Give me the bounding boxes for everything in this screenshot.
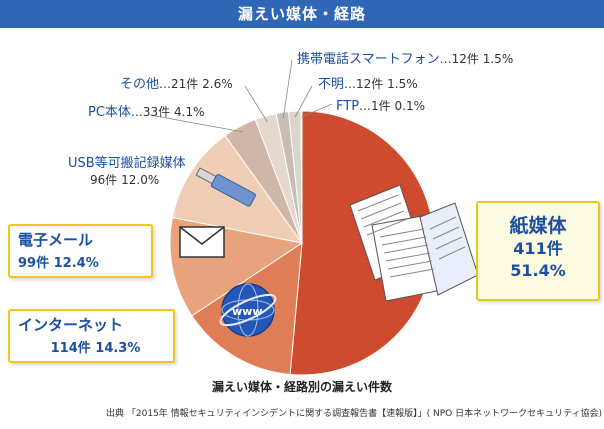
label-paper-count: 411件 — [513, 239, 563, 258]
label-other-percent: 2.6% — [202, 77, 233, 91]
label-paper-percent: 51.4% — [510, 261, 566, 280]
label-internet: インターネット 114件 14.3% — [8, 309, 175, 363]
label-ftp: FTP…1件 0.1% — [336, 99, 426, 114]
label-ftp-name: FTP — [336, 99, 360, 114]
label-internet-value: 114件 14.3% — [18, 337, 173, 356]
label-usb: USB等可搬記録媒体 96件 12.0% — [68, 152, 186, 188]
label-other-name: その他 — [120, 77, 160, 92]
label-email: 電子メール 99件 12.4% — [8, 224, 153, 278]
label-email-count: 99件 — [18, 256, 50, 271]
label-unknown-percent: 1.5% — [387, 77, 418, 91]
label-mobile: 携帯電話スマートフォン…12件 1.5% — [297, 52, 514, 67]
label-internet-name: インターネット — [18, 316, 124, 334]
label-mobile-percent: 1.5% — [482, 52, 514, 66]
leader-line-7 — [294, 85, 313, 118]
label-email-percent: 12.4% — [53, 256, 99, 271]
label-paper: 紙媒体 411件 51.4% — [476, 201, 600, 301]
leader-line-6 — [282, 59, 293, 119]
label-internet-percent: 14.3% — [95, 341, 141, 356]
leader-lines — [149, 59, 333, 133]
label-unknown-name: 不明 — [318, 77, 345, 92]
source-citation: 出典 「2015年 情報セキュリティインシデントに関する調査報告書【速報版】」(… — [106, 409, 603, 419]
leader-line-5 — [244, 85, 268, 123]
label-pc-percent: 4.1% — [174, 105, 205, 119]
label-usb-percent: 12.0% — [121, 173, 160, 187]
leader-line-8 — [301, 103, 333, 118]
label-other: その他…21件 2.6% — [120, 77, 233, 92]
label-pc-name: PC本体 — [88, 105, 131, 120]
leader-line-4 — [149, 114, 243, 133]
label-unknown-count: 12件 — [356, 77, 384, 91]
label-usb-count: 96件 — [90, 173, 118, 187]
label-other-count: 21件 — [171, 77, 199, 91]
label-ftp-percent: 0.1% — [394, 99, 426, 113]
label-mobile-name: 携帯電話スマートフォン — [297, 52, 440, 67]
document-icon — [349, 184, 479, 302]
label-email-value: 99件 12.4% — [18, 252, 151, 271]
globe-icon: www — [219, 283, 277, 337]
label-paper-name: 紙媒体 — [509, 215, 567, 237]
label-usb-name: USB等可搬記録媒体 — [68, 156, 186, 171]
label-usb-value: 96件 12.0% — [90, 171, 186, 188]
chart-title: 漏えい媒体・経路別の漏えい件数 — [211, 380, 392, 394]
label-mobile-count: 12件 — [451, 52, 479, 66]
label-email-name: 電子メール — [18, 231, 94, 249]
pie-slice-8 — [300, 110, 303, 244]
svg-text:www: www — [232, 305, 263, 318]
label-pc: PC本体…33件 4.1% — [88, 105, 205, 120]
label-pc-count: 33件 — [142, 105, 171, 119]
label-internet-count: 114件 — [50, 341, 91, 356]
label-ftp-count: 1件 — [371, 99, 391, 113]
usb-icon — [195, 167, 256, 207]
label-unknown: 不明…12件 1.5% — [318, 77, 418, 92]
envelope-icon — [179, 226, 225, 258]
header-title: 漏えい媒体・経路 — [0, 0, 604, 28]
